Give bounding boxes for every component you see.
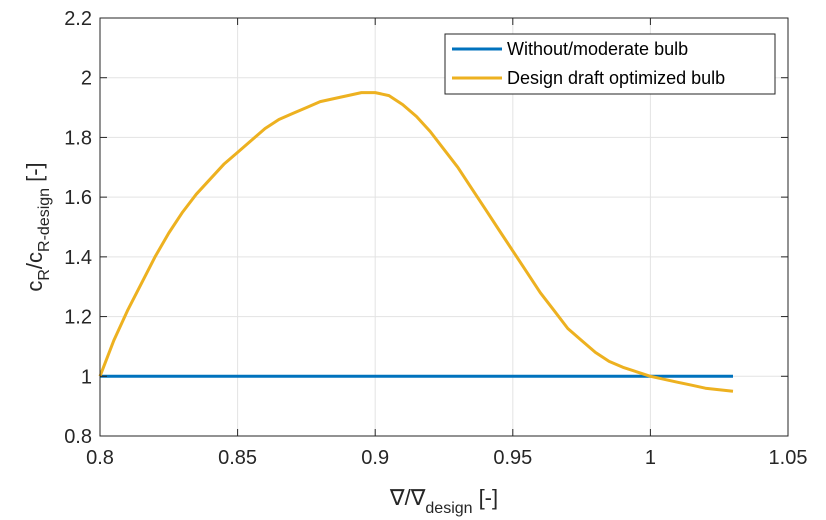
series-line-1 [98, 91, 734, 393]
y-axis-label: cR/cR-design [-] [22, 162, 53, 291]
x-axis-label-unit: [-] [479, 485, 499, 510]
y-tick-label: 0.8 [64, 426, 92, 448]
legend-label-optimized-bulb: Design draft optimized bulb [507, 68, 725, 88]
y-axis-label-main: c [22, 281, 47, 292]
y-tick-label: 1.4 [64, 247, 92, 269]
x-axis-label-sub: design [425, 500, 472, 517]
x-tick-label: 1 [645, 447, 656, 469]
legend-box [444, 33, 776, 95]
x-tick-label: 0.9 [361, 447, 389, 469]
y-axis-label-sub2: R-design [36, 188, 53, 252]
y-axis-label-unit: [-] [22, 162, 47, 182]
x-tick-label: 0.85 [218, 447, 257, 469]
y-tick-label: 1 [81, 366, 92, 388]
y-tick-label: 2.2 [64, 8, 92, 30]
y-tick-label: 1.2 [64, 307, 92, 329]
y-axis-label-mid: /c [22, 252, 47, 269]
x-tick-label: 0.95 [493, 447, 532, 469]
plot-frame [99, 17, 789, 437]
y-tick-label: 2 [81, 68, 92, 90]
x-axis-label-main: ∇/∇ [389, 485, 426, 510]
x-tick-label: 1.05 [769, 447, 808, 469]
x-tick-label: 0.8 [86, 447, 114, 469]
y-tick-label: 1.8 [64, 127, 92, 149]
ticks: 0.8 0.85 0.9 0.95 1 1.05 0.8 1 1.2 1.4 1.6 1.8 2 2.2 [64, 8, 807, 469]
x-axis-label: ∇/∇design [-] [389, 485, 498, 517]
y-tick-label: 1.6 [64, 187, 92, 209]
legend-label-without-bulb: Without/moderate bulb [507, 39, 688, 59]
y-axis-label-sub1: R [36, 269, 53, 281]
series-group [98, 91, 734, 393]
legend: Without/moderate bulb Design draft optim… [444, 33, 776, 95]
